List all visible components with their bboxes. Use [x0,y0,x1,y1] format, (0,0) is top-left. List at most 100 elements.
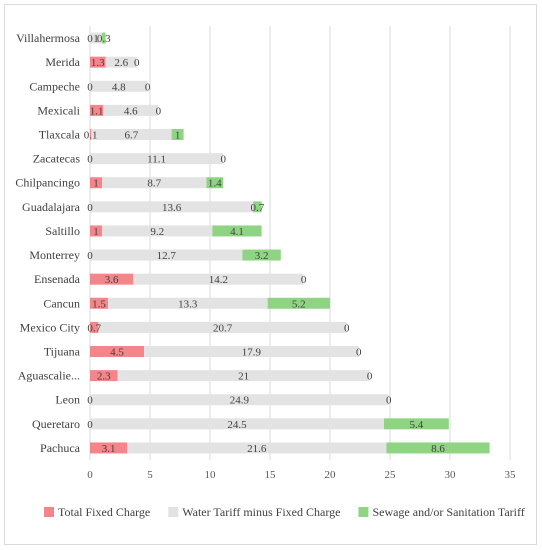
category-label: Villahermosa [16,31,81,45]
data-label: 3.1 [102,443,116,455]
data-label: 13.6 [162,202,182,214]
legend-label: Sewage and/or Sanitation Tariff [372,505,524,519]
category-label: Tijuana [44,345,81,359]
bar-segment [108,297,268,309]
bar-segment [267,297,330,309]
bar-segment [171,129,184,140]
data-label: 1 [93,226,99,238]
category-label: Merida [45,55,80,69]
category-label: Queretaro [32,417,80,431]
data-label: 21.6 [247,443,267,455]
bar-segment [90,297,108,309]
category-label: Chilpancingo [15,176,80,190]
data-label: 2.6 [114,57,128,69]
category-labels: Villahermosa Merida Campeche Mexicali Tlaxca… [15,31,80,455]
category-label: Leon [55,393,80,407]
data-label: 3.2 [255,250,269,262]
bar-segment [90,153,224,165]
category-label: Monterrey [29,248,80,262]
category-label: Ensenada [34,272,81,286]
bar-segment [90,249,243,261]
data-label: 1.3 [91,57,105,69]
data-label: 8.6 [431,443,445,455]
data-label: 24.9 [230,395,250,407]
bar-segment [90,32,102,44]
data-label: 4.5 [110,347,124,359]
legend-swatch [358,507,369,517]
data-label: 0 [87,81,93,93]
bar-segment [90,273,134,285]
data-label: 11.1 [147,154,166,166]
category-label: Guadalajara [22,200,81,214]
bar-segment [90,321,99,333]
data-label: 13.3 [178,298,198,310]
category-label: Cancun [43,296,80,310]
data-label: 1.5 [92,298,106,310]
x-tick-label: 10 [205,469,217,481]
x-tick-label: 35 [505,469,517,481]
bar-segment [91,129,172,140]
bar-segment [206,177,224,189]
data-label: 0 [356,347,362,359]
data-label: 0 [156,105,162,117]
bar-segment [90,394,389,406]
bar-segment [212,225,262,237]
bar-segment [127,442,387,454]
data-label: 4.1 [230,226,244,238]
bar-segment [102,225,213,237]
data-label: 0 [220,154,226,166]
bar-segment [102,177,207,189]
data-label: 0 [367,371,373,383]
data-label: 0.7 [87,322,101,334]
data-label: 12.7 [157,250,177,262]
legend-swatch [44,507,54,517]
bar-segment [144,346,359,357]
category-label: Mexicali [37,103,80,117]
data-label: 0 [87,250,93,262]
bar-segment [105,56,137,68]
data-label: 1.4 [208,178,222,190]
gridlines [89,26,511,460]
data-label: 21 [238,371,249,383]
bar-segment [102,32,106,44]
category-label: Pachuca [40,441,81,455]
bar-segment [133,273,304,285]
bar-segment [384,418,449,430]
x-tick-label: 20 [325,469,337,481]
category-label: Mexico City [20,320,80,334]
data-label: 4.6 [124,105,138,117]
data-label: 0 [134,57,140,69]
data-label: 0 [386,395,392,407]
bar-segment [90,56,106,68]
bar-segment [90,104,104,116]
data-label: 6.7 [125,130,139,142]
data-label: 9.2 [150,226,164,238]
data-label: 20.7 [213,322,233,334]
legend: Total Fixed Charge Water Tariff minus Fix… [44,505,525,519]
bar-segment [253,201,262,213]
data-label: 1 [93,33,99,45]
x-tick-label: 15 [265,469,277,481]
category-label: Campeche [29,79,80,93]
category-label: Zacatecas [33,152,81,166]
data-label: 0 [87,154,93,166]
data-label: 3.6 [105,274,119,286]
bar-segment [90,80,148,92]
bar-segment [117,370,370,382]
bar-segment [242,249,281,261]
data-label: 24.5 [227,419,247,431]
bar-segment [90,442,128,454]
data-label: 0.3 [97,33,111,45]
bar-segment [90,201,254,213]
category-label: Aguascalie... [18,369,80,383]
bar-segment [98,321,347,333]
bar-segment [90,370,118,382]
data-label: 5.2 [292,298,306,310]
data-label: 0 [301,274,307,286]
bar-segment [90,346,144,357]
legend-swatch [168,507,179,517]
data-label: 5.4 [410,419,424,431]
data-label: 1 [175,130,181,142]
data-label: 4.8 [112,81,126,93]
